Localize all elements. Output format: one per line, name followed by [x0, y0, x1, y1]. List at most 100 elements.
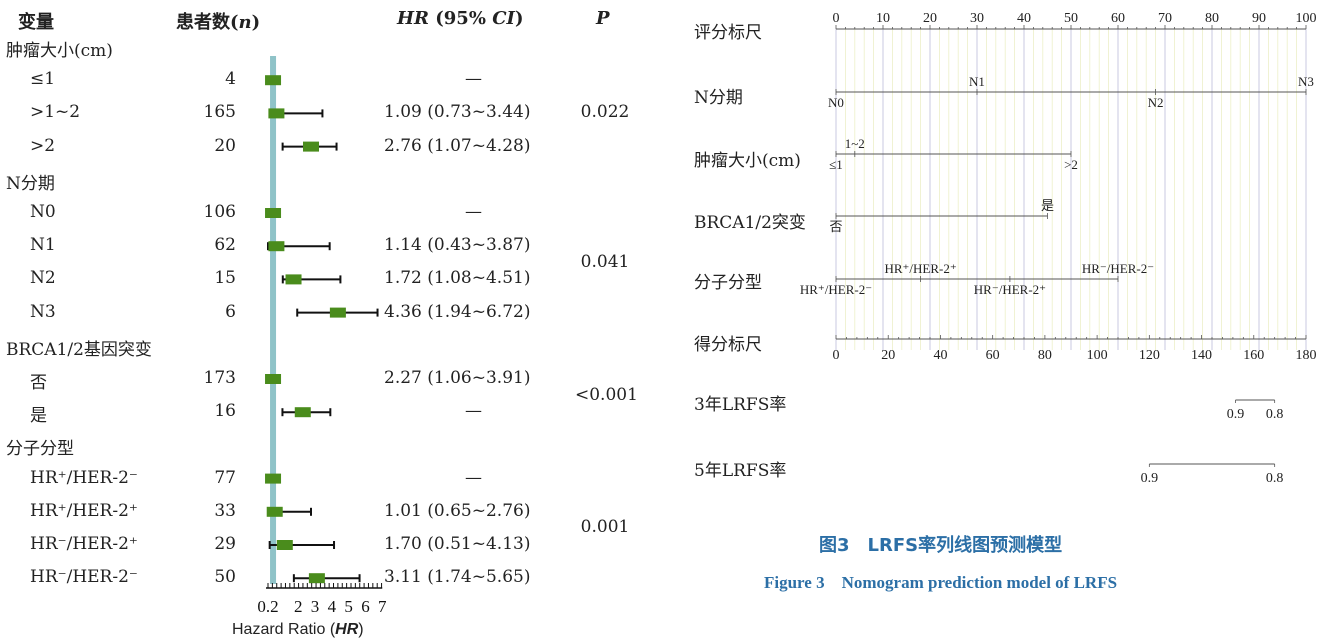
row-count: 106 — [203, 202, 236, 222]
row-label: HR⁺/HER-2⁺ — [30, 500, 138, 521]
point-estimate — [294, 407, 311, 418]
group-label: 肿瘤大小(cm) — [6, 41, 113, 61]
p-value: 0.001 — [580, 517, 630, 538]
row-hr: 1.72 (1.08~4.51) — [384, 268, 531, 289]
total-tick-label: 20 — [881, 348, 895, 363]
group-label: BRCA1/2基因突变 — [6, 339, 152, 360]
row-count: 50 — [214, 567, 236, 588]
n-stage-level-label: N1 — [969, 74, 985, 89]
point-estimate — [329, 307, 346, 318]
row-hr: 4.36 (1.94~6.72) — [384, 301, 531, 322]
row-hr: — — [465, 467, 482, 488]
row-hr: 2.27 (1.06~3.91) — [384, 368, 531, 388]
axis-tick-label: 0.2 — [257, 597, 278, 616]
row-count: 77 — [214, 467, 236, 488]
row-label: ≤1 — [30, 69, 56, 90]
point-estimate — [265, 75, 282, 86]
point-estimate — [308, 573, 325, 584]
row-hr: — — [465, 401, 482, 422]
row-count: 15 — [214, 268, 236, 289]
row-count: 173 — [203, 368, 236, 388]
nomogram-row-label: 分子分型 — [694, 273, 762, 293]
total-tick-label: 80 — [1038, 348, 1052, 363]
points-tick-label: 20 — [923, 11, 937, 26]
axis-tick-label: 5 — [344, 597, 353, 616]
subtype-level-label: HR⁺/HER-2⁻ — [800, 282, 872, 297]
nomogram-row-label: 评分标尺 — [694, 23, 762, 43]
row-label: N3 — [30, 301, 56, 322]
total-tick-label: 60 — [986, 348, 1000, 363]
header-hr: HR (95% CI) — [397, 8, 524, 29]
header-p: P — [596, 8, 610, 29]
row-label: >1~2 — [30, 102, 81, 123]
group-label: N分期 — [6, 173, 55, 194]
total-tick-label: 100 — [1087, 348, 1108, 363]
row-hr: 1.14 (0.43~3.87) — [384, 235, 531, 256]
header-patients: 患者数(n) — [176, 12, 261, 33]
brca-level-label: 是 — [1041, 198, 1054, 213]
points-tick-label: 70 — [1158, 11, 1172, 26]
total-tick-label: 140 — [1191, 348, 1212, 363]
axis-tick-label: 4 — [328, 597, 337, 616]
total-tick-label: 180 — [1296, 348, 1317, 363]
group-label: 分子分型 — [6, 439, 74, 460]
row-count: 16 — [214, 401, 236, 422]
header-variable: 变量 — [18, 12, 54, 33]
point-estimate — [265, 473, 282, 484]
axis-tick-label: 2 — [294, 597, 303, 616]
point-estimate — [266, 506, 283, 517]
nomogram-row-label: 3年LRFS率 — [694, 395, 787, 415]
nomogram-row-label: 得分标尺 — [694, 335, 762, 355]
row-label: N1 — [30, 235, 56, 256]
nomogram-row-label: BRCA1/2突变 — [694, 213, 806, 233]
subtype-level-label: HR⁻/HER-2⁻ — [1082, 261, 1154, 276]
n-stage-level-label: N2 — [1148, 95, 1164, 110]
row-hr: 1.09 (0.73~3.44) — [384, 102, 531, 123]
axis-tick-label: 6 — [361, 597, 370, 616]
row-label: HR⁺/HER-2⁻ — [30, 467, 138, 488]
p-value: <0.001 — [575, 384, 638, 405]
lrfs5-tick-label: 0.8 — [1266, 471, 1284, 486]
points-tick-label: 80 — [1205, 11, 1219, 26]
points-tick-label: 100 — [1296, 11, 1317, 26]
row-label: >2 — [30, 135, 56, 156]
points-tick-label: 0 — [833, 11, 840, 26]
row-count: 62 — [214, 235, 236, 256]
n-stage-level-label: N3 — [1298, 74, 1314, 89]
total-tick-label: 160 — [1243, 348, 1264, 363]
nomogram-row-label: 肿瘤大小(cm) — [694, 151, 801, 171]
point-estimate — [268, 241, 285, 252]
point-estimate — [303, 141, 320, 152]
row-hr: 1.01 (0.65~2.76) — [384, 500, 531, 521]
forest-axis-label: Hazard Ratio (HR) — [232, 621, 364, 638]
total-tick-label: 120 — [1139, 348, 1160, 363]
caption-cn: 图3 LRFS率列线图预测模型 — [819, 535, 1063, 556]
points-tick-label: 40 — [1017, 11, 1031, 26]
point-estimate — [268, 108, 285, 119]
row-hr: — — [465, 69, 482, 90]
points-tick-label: 90 — [1252, 11, 1266, 26]
row-count: 20 — [214, 135, 236, 156]
lrfs3-tick-label: 0.8 — [1266, 407, 1284, 422]
tumor-size-level-label: 1~2 — [845, 136, 865, 151]
lrfs5-tick-label: 0.9 — [1141, 471, 1159, 486]
n-stage-level-label: N0 — [828, 95, 844, 110]
total-tick-label: 0 — [833, 348, 840, 363]
point-estimate — [265, 208, 282, 218]
row-count: 4 — [225, 69, 236, 90]
axis-tick-label: 3 — [311, 597, 320, 616]
point-estimate — [276, 540, 293, 550]
point-estimate — [285, 274, 302, 285]
points-tick-label: 60 — [1111, 11, 1125, 26]
axis-tick-label: 7 — [378, 597, 387, 616]
row-hr: 2.76 (1.07~4.28) — [384, 135, 531, 156]
tumor-size-level-label: >2 — [1064, 157, 1078, 172]
subtype-level-label: HR⁺/HER-2⁺ — [884, 261, 956, 276]
p-value: 0.041 — [580, 251, 630, 272]
point-estimate — [265, 374, 282, 384]
reference-line — [270, 56, 277, 584]
p-value: 0.022 — [580, 102, 630, 123]
nomogram-row-label: 5年LRFS率 — [694, 461, 787, 481]
brca-level-label: 否 — [829, 219, 842, 234]
